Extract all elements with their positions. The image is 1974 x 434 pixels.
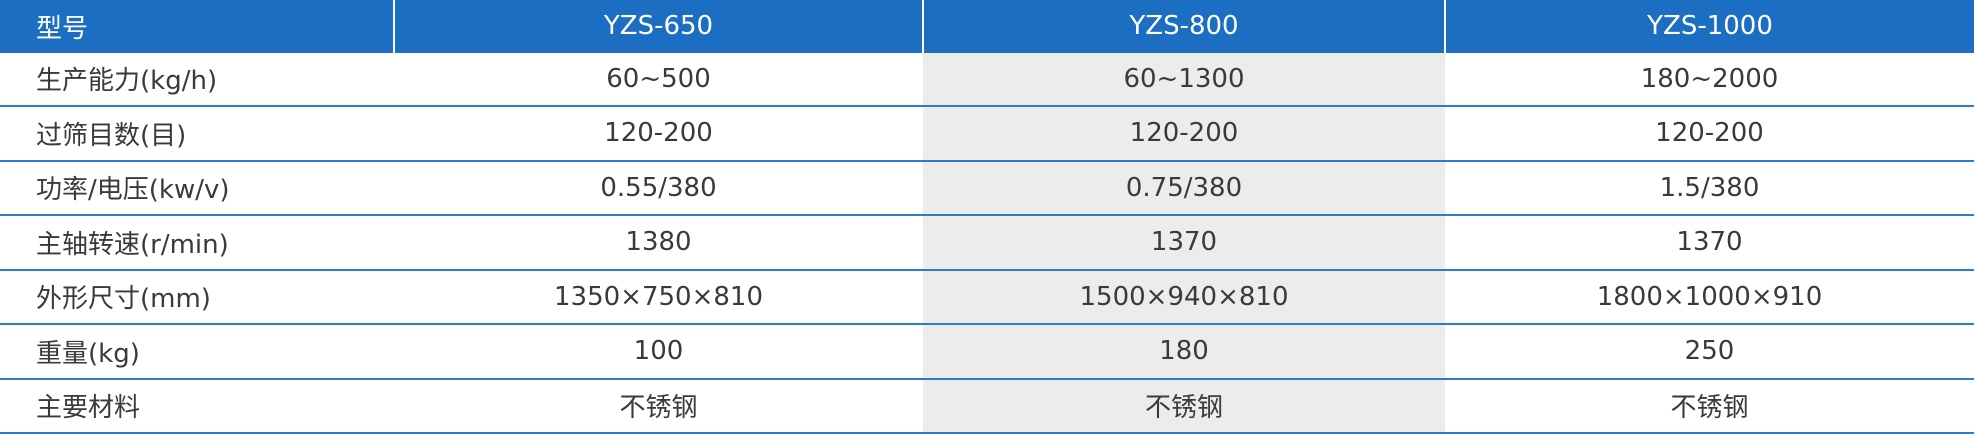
table-cell: 过筛目数(目) [0,106,394,162]
table-cell: 不锈钢 [394,378,923,434]
table-cell: 1370 [923,215,1445,271]
table-cell: 120-200 [1445,106,1974,162]
table-cell: 不锈钢 [923,378,1445,434]
table-body: 生产能力(kg/h) 60~500 60~1300 180~2000 过筛目数(目) 12… [0,52,1974,434]
table-row: 生产能力(kg/h) 60~500 60~1300 180~2000 [0,52,1974,107]
table-row: 重量(kg) 100 180 250 [0,324,1974,380]
header-cell: YZS-800 [922,0,1445,53]
header-cell: YZS-1000 [1444,0,1974,53]
table-cell: 外形尺寸(mm) [0,269,394,325]
table-cell: 250 [1445,324,1974,380]
table-row: 主要材料 不锈钢 不锈钢 不锈钢 [0,378,1974,434]
table-cell: 主要材料 [0,378,394,434]
table-cell: 60~1300 [923,52,1445,107]
table-cell: 功率/电压(kw/v) [0,160,394,216]
table-cell: 0.75/380 [923,160,1445,216]
table-cell: 1380 [394,215,923,271]
table-row: 主轴转速(r/min) 1380 1370 1370 [0,215,1974,271]
table-cell: 1.5/380 [1445,160,1974,216]
table-cell: 1500×940×810 [923,269,1445,325]
table-cell: 100 [394,324,923,380]
table-row: 外形尺寸(mm) 1350×750×810 1500×940×810 1800×100… [0,269,1974,325]
header-row: 型号 YZS-650 YZS-800 YZS-1000 [0,0,1974,53]
header-cell: YZS-650 [393,0,923,53]
table-cell: 生产能力(kg/h) [0,52,394,107]
table-cell: 主轴转速(r/min) [0,215,394,271]
header-cell: 型号 [0,0,394,53]
table-cell: 1350×750×810 [394,269,923,325]
table-cell: 1370 [1445,215,1974,271]
table-cell: 不锈钢 [1445,378,1974,434]
table-cell: 120-200 [923,106,1445,162]
table-cell: 重量(kg) [0,324,394,380]
table-row: 功率/电压(kw/v) 0.55/380 0.75/380 1.5/380 [0,160,1974,216]
table-cell: 120-200 [394,106,923,162]
table-cell: 180~2000 [1445,52,1974,107]
table-cell: 180 [923,324,1445,380]
table-cell: 60~500 [394,52,923,107]
table-cell: 1800×1000×910 [1445,269,1974,325]
table-row: 过筛目数(目) 120-200 120-200 120-200 [0,106,1974,162]
table-cell: 0.55/380 [394,160,923,216]
